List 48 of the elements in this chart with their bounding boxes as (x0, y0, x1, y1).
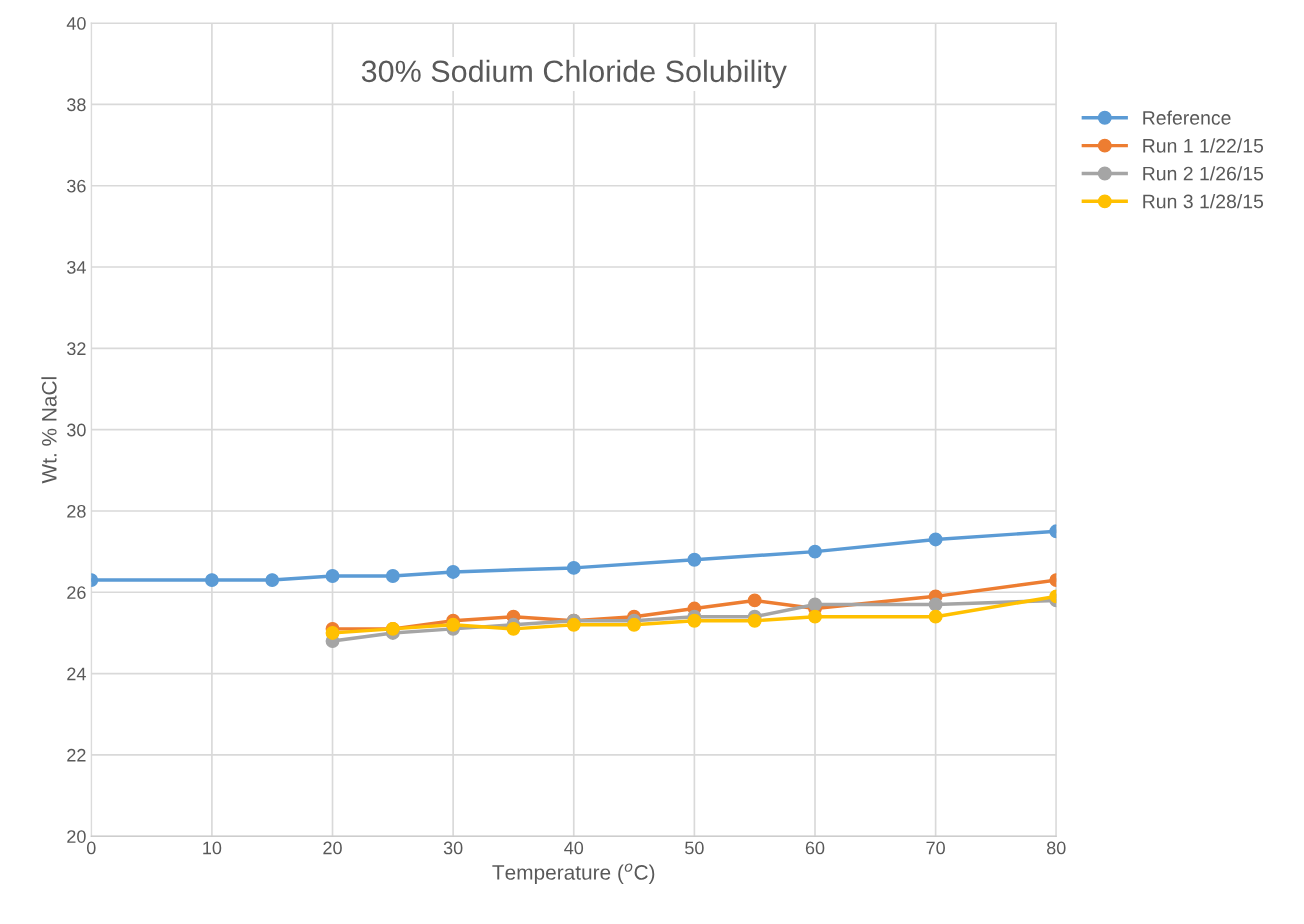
point (566, 560, 581, 575)
x-tick-label: 50 (685, 841, 704, 855)
point (204, 573, 219, 588)
y-tick-label: 38 (67, 98, 86, 112)
x-tick-label: 80 (1046, 841, 1066, 855)
point (325, 569, 340, 583)
point (928, 597, 943, 612)
x-tick-label: 40 (564, 841, 584, 855)
y-tick-label: 36 (67, 179, 86, 193)
y-tick-label: 34 (67, 260, 86, 274)
text: 30% Sodium Chloride Solubility (361, 59, 787, 89)
point (385, 569, 400, 583)
point (928, 532, 943, 547)
y-tick-label: 24 (67, 667, 86, 681)
y-tick-label: 26 (67, 586, 86, 599)
point (808, 597, 822, 612)
x-tick-label: 20 (323, 841, 342, 855)
point (446, 617, 461, 632)
y-tick-label: 28 (67, 504, 86, 518)
point (747, 613, 762, 628)
point (808, 609, 822, 624)
point (747, 593, 762, 608)
point (687, 613, 702, 628)
x-tick-label: 0 (86, 841, 96, 855)
y-tick-label: 30 (67, 423, 86, 437)
legend-label: Run 1 1/22/15 (1143, 138, 1264, 153)
x-axis-title: Temperature ($^{o}$C) (492, 863, 655, 884)
point (566, 617, 581, 632)
point (446, 565, 461, 579)
point (265, 573, 280, 588)
point (627, 617, 642, 632)
legend-label: Run 2 1/26/15 (1143, 166, 1264, 181)
x-tick-label: 10 (203, 841, 222, 855)
y-tick-label: 32 (67, 342, 86, 356)
legend-label: Reference (1143, 110, 1231, 125)
point (325, 625, 340, 640)
y-tick-label: 20 (67, 830, 86, 843)
y-axis-title: Wt. % NaCl (41, 377, 57, 484)
x-tick-label: 60 (805, 841, 825, 855)
point (928, 609, 943, 624)
y-tick-label: 40 (66, 17, 86, 30)
x-tick-label: 70 (926, 841, 945, 855)
point (687, 552, 702, 567)
y-tick-label: 22 (67, 748, 86, 762)
x-tick-label: 30 (443, 841, 463, 855)
point (506, 621, 521, 636)
point (808, 544, 822, 559)
legend-label: Run 3 1/28/15 (1143, 194, 1264, 209)
